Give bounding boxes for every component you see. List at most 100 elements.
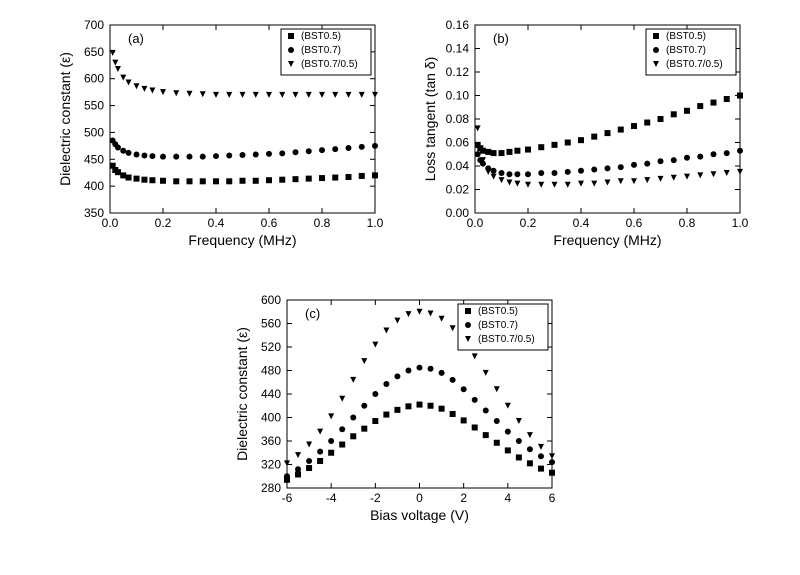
- marker-circle: [350, 415, 356, 421]
- marker-circle: [187, 154, 193, 160]
- legend-label: (BST0.5): [301, 31, 341, 42]
- marker-square: [538, 144, 544, 150]
- marker-circle: [288, 47, 294, 53]
- marker-circle: [319, 147, 325, 153]
- marker-circle: [475, 151, 481, 157]
- marker-square: [240, 178, 246, 184]
- marker-circle: [578, 168, 584, 174]
- series-0: [475, 93, 743, 157]
- marker-square: [394, 407, 400, 413]
- marker-square: [288, 33, 294, 39]
- ytick-label: 0.12: [446, 65, 470, 79]
- marker-square: [483, 432, 489, 438]
- marker-triangle-down: [226, 92, 232, 98]
- marker-square: [200, 178, 206, 184]
- marker-triangle-down: [200, 91, 206, 97]
- marker-circle: [494, 418, 500, 424]
- marker-square: [346, 174, 352, 180]
- marker-circle: [240, 152, 246, 158]
- marker-square: [552, 142, 558, 148]
- marker-triangle-down: [126, 79, 132, 85]
- marker-square: [173, 178, 179, 184]
- marker-circle: [461, 386, 467, 392]
- marker-square: [494, 440, 500, 446]
- marker-circle: [306, 458, 312, 464]
- xtick-label: 0.2: [520, 216, 537, 230]
- marker-triangle-down: [110, 50, 116, 56]
- marker-triangle-down: [684, 174, 690, 180]
- marker-triangle-down: [525, 182, 531, 188]
- legend-label: (BST0.5): [478, 306, 518, 317]
- marker-square: [711, 100, 717, 106]
- marker-triangle-down: [317, 429, 323, 435]
- xtick-label: 1.0: [732, 216, 749, 230]
- marker-square: [684, 108, 690, 114]
- marker-square: [658, 116, 664, 122]
- marker-triangle-down: [514, 181, 520, 187]
- marker-triangle-down: [306, 92, 312, 98]
- marker-square: [578, 137, 584, 143]
- marker-square: [141, 177, 147, 183]
- marker-circle: [605, 165, 611, 171]
- marker-circle: [644, 161, 650, 167]
- xtick-label: 0.2: [155, 216, 172, 230]
- marker-triangle-down: [491, 174, 497, 180]
- marker-circle: [653, 47, 659, 53]
- marker-square: [491, 150, 497, 156]
- marker-circle: [295, 466, 301, 472]
- marker-square: [514, 148, 520, 154]
- marker-circle: [200, 154, 206, 160]
- legend-label: (BST0.5): [666, 31, 706, 42]
- marker-circle: [538, 170, 544, 176]
- marker-triangle-down: [240, 92, 246, 98]
- series-1: [110, 137, 378, 159]
- marker-circle: [549, 459, 555, 465]
- marker-circle: [684, 155, 690, 161]
- ytick-label: 320: [261, 458, 281, 472]
- marker-square: [485, 149, 491, 155]
- marker-square: [332, 175, 338, 181]
- marker-triangle-down: [428, 311, 434, 317]
- marker-square: [405, 403, 411, 409]
- panel-a: 0.00.20.40.60.81.03504004505005506006507…: [55, 15, 385, 255]
- xlabel: Frequency (MHz): [188, 232, 296, 248]
- marker-square: [295, 471, 301, 477]
- marker-triangle-down: [475, 125, 481, 131]
- marker-square: [737, 93, 743, 99]
- marker-square: [505, 447, 511, 453]
- xtick-label: 0.8: [679, 216, 696, 230]
- marker-circle: [505, 429, 511, 435]
- xtick-label: 2: [460, 491, 467, 505]
- marker-triangle-down: [328, 413, 334, 419]
- marker-triangle-down: [494, 386, 500, 392]
- marker-circle: [284, 473, 290, 479]
- legend-label: (BST0.7): [478, 320, 518, 331]
- legend-label: (BST0.7): [301, 45, 341, 56]
- marker-circle: [141, 153, 147, 159]
- marker-square: [279, 177, 285, 183]
- marker-square: [372, 172, 378, 178]
- marker-circle: [417, 365, 423, 371]
- marker-square: [417, 402, 423, 408]
- ytick-label: 700: [84, 18, 104, 32]
- marker-circle: [671, 157, 677, 163]
- ytick-label: 0.10: [446, 89, 470, 103]
- ytick-label: 400: [84, 179, 104, 193]
- marker-circle: [711, 151, 717, 157]
- marker-circle: [359, 144, 365, 150]
- marker-triangle-down: [120, 75, 126, 81]
- marker-triangle-down: [658, 176, 664, 182]
- legend-label: (BST0.7/0.5): [478, 334, 535, 345]
- legend-label: (BST0.7/0.5): [666, 59, 723, 70]
- ytick-label: 350: [84, 206, 104, 220]
- marker-circle: [213, 153, 219, 159]
- legend-label: (BST0.7/0.5): [301, 59, 358, 70]
- ytick-label: 0.00: [446, 206, 470, 220]
- marker-circle: [134, 151, 140, 157]
- marker-circle: [483, 407, 489, 413]
- marker-square: [461, 417, 467, 423]
- marker-square: [266, 177, 272, 183]
- marker-circle: [506, 171, 512, 177]
- marker-triangle-down: [361, 358, 367, 364]
- marker-triangle-down: [605, 179, 611, 185]
